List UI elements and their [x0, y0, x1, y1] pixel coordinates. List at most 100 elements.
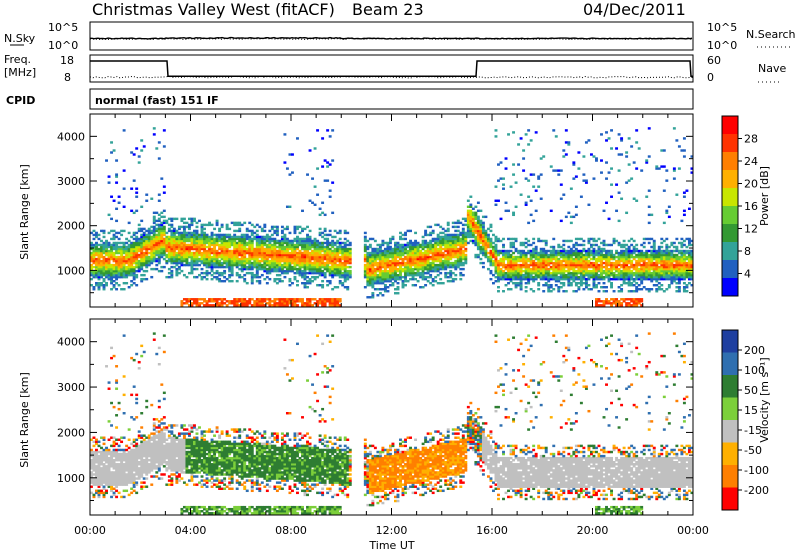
power-cell	[140, 237, 144, 241]
power-cell	[165, 219, 169, 223]
power-cell	[640, 271, 644, 275]
power-cell	[316, 304, 320, 307]
power-cell	[622, 269, 626, 273]
power-cell	[185, 255, 189, 259]
power-cell	[514, 261, 518, 265]
power-cell	[592, 277, 596, 281]
power-cell	[547, 290, 551, 293]
power-cell	[373, 275, 377, 279]
power-cell	[280, 255, 284, 259]
power-cell	[195, 229, 199, 233]
power-cell	[479, 239, 483, 243]
power-cell	[426, 257, 430, 261]
power-cell	[130, 269, 134, 273]
power-cell	[303, 261, 307, 265]
power-cell	[537, 255, 541, 259]
power-cell	[479, 237, 483, 241]
power-cell	[238, 227, 242, 231]
power-cell	[378, 249, 382, 253]
power-cell	[564, 269, 568, 273]
power-cell	[497, 179, 500, 182]
power-cell	[371, 271, 375, 275]
power-cell	[92, 247, 96, 251]
power-cell	[615, 298, 619, 301]
power-cell	[456, 249, 460, 253]
power-cell	[419, 261, 423, 265]
power-cell	[421, 277, 425, 281]
power-cell	[348, 255, 352, 259]
power-cell	[512, 281, 516, 285]
power-cell	[549, 265, 553, 269]
power-cell	[584, 249, 588, 253]
power-cell	[311, 239, 315, 243]
power-cell	[642, 267, 646, 271]
power-cell	[316, 255, 320, 259]
power-cell	[150, 197, 154, 200]
power-cell	[567, 281, 571, 285]
power-cell	[615, 267, 619, 271]
power-cell	[564, 290, 568, 293]
power-cell	[95, 253, 98, 257]
power-cell	[579, 265, 583, 269]
power-cell	[180, 245, 184, 249]
power-cell	[399, 269, 402, 273]
power-cell	[625, 263, 629, 267]
power-cell	[162, 215, 166, 219]
power-cell	[97, 247, 101, 251]
power-cell	[343, 271, 347, 275]
power-cell	[175, 241, 179, 245]
power-cell	[479, 231, 483, 235]
power-cell	[263, 235, 267, 239]
power-cell	[95, 265, 98, 269]
power-cell	[486, 259, 490, 263]
power-cell	[323, 304, 327, 307]
power-cell	[205, 259, 209, 263]
power-cell	[280, 253, 284, 257]
power-cell	[150, 259, 154, 263]
power-cell	[597, 265, 601, 269]
power-cell	[180, 237, 184, 241]
power-cell	[147, 239, 151, 243]
power-cell	[100, 269, 103, 273]
power-cell	[479, 241, 483, 245]
power-cell	[157, 199, 161, 202]
power-cell	[386, 255, 390, 259]
power-cell	[306, 259, 309, 263]
power-cell	[125, 259, 129, 263]
power-cell	[142, 231, 146, 235]
power-cell	[449, 255, 453, 259]
power-cell	[273, 302, 277, 305]
power-cell	[167, 253, 171, 257]
power-cell	[512, 213, 516, 217]
power-cell	[454, 277, 458, 281]
power-cell	[115, 251, 119, 255]
power-cell	[122, 288, 126, 291]
power-cell	[527, 249, 531, 253]
power-cell	[434, 251, 438, 255]
power-cell	[476, 245, 480, 249]
power-cell	[479, 235, 483, 239]
power-cell	[316, 129, 320, 132]
power-cell	[386, 261, 390, 265]
power-cell	[579, 237, 583, 241]
power-cell	[406, 279, 410, 283]
power-cell	[554, 257, 558, 261]
power-cell	[318, 267, 322, 271]
power-cell	[170, 243, 174, 247]
power-cell	[177, 235, 181, 239]
power-cell	[95, 267, 98, 271]
power-cell	[602, 249, 606, 253]
power-cell	[479, 261, 483, 265]
power-cell	[396, 281, 400, 285]
power-cell	[632, 255, 636, 259]
power-cell	[155, 263, 159, 267]
power-cell	[215, 298, 219, 301]
power-cell	[592, 237, 596, 241]
power-cell	[409, 273, 412, 277]
power-cell	[479, 257, 483, 261]
power-cell	[532, 261, 536, 265]
power-cell	[348, 253, 352, 257]
power-cell	[208, 304, 211, 307]
power-cell	[373, 253, 377, 257]
power-cell	[494, 247, 498, 251]
